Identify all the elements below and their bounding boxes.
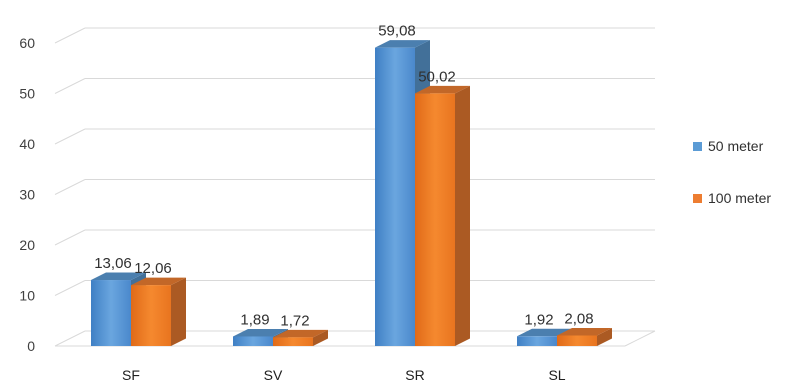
bar-front — [375, 47, 415, 347]
y-tick-label: 40 — [19, 136, 35, 152]
data-label: 1,92 — [524, 311, 553, 328]
gridline-depth — [54, 78, 86, 94]
bar-top — [375, 40, 430, 48]
bar-top — [91, 272, 146, 281]
data-label: 2,08 — [564, 310, 593, 327]
y-tick-label: 60 — [19, 35, 35, 51]
bar-front — [91, 280, 131, 346]
bar-side — [597, 327, 612, 346]
gridline-depth — [54, 229, 86, 246]
legend-swatch — [693, 194, 702, 203]
bar-top — [415, 85, 470, 94]
bar-top — [131, 277, 186, 286]
data-label: 1,89 — [240, 311, 269, 328]
bar-front — [557, 335, 597, 346]
bar-top — [557, 327, 612, 336]
bar-side — [171, 277, 186, 346]
legend: 50 meter 100 meter — [693, 138, 771, 206]
bar — [557, 327, 612, 346]
gridline-depth — [54, 128, 86, 145]
x-axis-categories: SF SV SR SL — [122, 367, 566, 381]
gridline-depth — [54, 27, 86, 44]
y-tick-label: 10 — [19, 288, 35, 304]
legend-swatch — [693, 142, 702, 151]
gridline-depth — [54, 330, 86, 347]
bar-side — [455, 85, 470, 347]
data-label: 50,02 — [418, 68, 456, 85]
data-label: 13,06 — [94, 255, 132, 272]
bar — [273, 329, 328, 346]
bar-front — [131, 285, 171, 346]
bar-top — [233, 328, 288, 337]
y-tick-label: 50 — [19, 86, 35, 102]
data-label: 59,08 — [378, 23, 416, 40]
category-label: SF — [122, 367, 140, 381]
bars — [91, 40, 612, 347]
bar-front — [273, 337, 313, 346]
category-label: SV — [264, 367, 283, 381]
bar — [415, 85, 470, 347]
bar — [131, 277, 186, 346]
data-labels: 13,06 12,06 1,89 1,72 59,08 50,02 1,92 2,08 — [94, 23, 593, 330]
legend-label: 100 meter — [708, 190, 771, 206]
y-tick-label: 30 — [19, 187, 35, 203]
bar-top — [517, 328, 572, 337]
bar-front — [517, 336, 557, 346]
bar-front — [233, 336, 273, 346]
y-tick-label: 20 — [19, 237, 35, 253]
category-label: SL — [548, 367, 565, 381]
gridline-depth — [54, 179, 86, 195]
data-label: 1,72 — [280, 312, 309, 329]
y-axis-ticks: 0 10 20 30 40 50 60 — [19, 35, 35, 354]
category-label: SR — [405, 367, 424, 381]
y-tick-label: 0 — [27, 338, 35, 354]
gridline-depth — [54, 280, 86, 296]
bar-front — [415, 93, 455, 346]
legend-label: 50 meter — [708, 138, 764, 154]
data-label: 12,06 — [134, 260, 172, 277]
bar-side — [313, 329, 328, 346]
bar-top — [273, 329, 328, 338]
floor-side — [624, 330, 656, 347]
